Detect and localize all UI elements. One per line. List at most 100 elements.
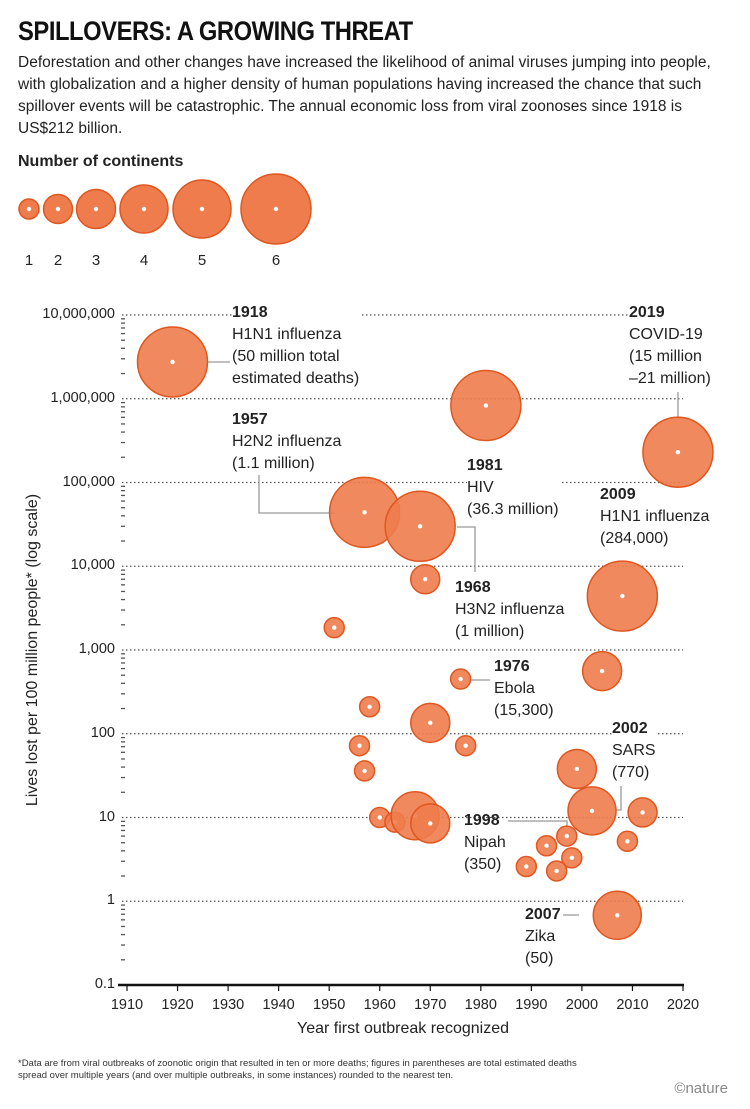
legend-circle-center	[141, 206, 147, 212]
data-point-center	[544, 843, 549, 848]
x-axis-title: Year first outbreak recognized	[297, 1020, 509, 1037]
annotation-line: (770)	[612, 764, 650, 781]
annotation-year: 2002	[612, 720, 648, 737]
annotation-2002: 2002 SARS (770)	[612, 718, 658, 784]
legend-label: 6	[271, 252, 281, 269]
data-point-center	[589, 808, 595, 814]
x-tick-label: 2020	[666, 997, 700, 1013]
chart-title: SPILLOVERS: A GROWING THREAT	[18, 16, 413, 46]
annotation-year: 1918	[232, 304, 268, 321]
annotation-line: H1N1 influenza	[232, 326, 342, 343]
footnote: *Data are from viral outbreaks of zoonot…	[18, 1058, 577, 1081]
y-axis-title: Lives lost per 100 million people* (log …	[24, 493, 41, 807]
data-point-center	[640, 810, 645, 815]
x-tick-label: 1940	[262, 997, 295, 1013]
legend-label: 4	[139, 252, 149, 269]
legend-label: 5	[197, 252, 207, 269]
annotation-line: (1 million)	[455, 623, 525, 640]
data-point-center	[332, 625, 337, 630]
annotation-year: 1968	[455, 579, 491, 596]
y-tick-label: 1,000	[78, 641, 115, 657]
x-tick-label: 1970	[414, 997, 447, 1013]
annotation-line: COVID-19	[629, 326, 703, 343]
annotation-line: (1.1 million)	[232, 455, 315, 472]
annotation-1968: 1968 H3N2 influenza (1 million)	[455, 577, 567, 643]
legend-circle-center	[93, 206, 99, 212]
data-point-center	[428, 821, 433, 826]
data-point-center	[463, 743, 468, 748]
annotation-line: (15,300)	[494, 702, 554, 719]
data-point-center	[423, 577, 428, 582]
x-tick-label: 1930	[211, 997, 245, 1013]
annotation-line: (50 million total	[232, 348, 340, 365]
x-tick-label: 1990	[515, 997, 548, 1013]
y-tick-label: 10	[98, 808, 115, 825]
data-point-center	[458, 676, 463, 682]
data-point-center	[377, 815, 382, 820]
annotation-line: SARS	[612, 742, 656, 759]
y-tick-label: 100,000	[62, 473, 115, 490]
y-tick-label: 0.1	[94, 976, 115, 992]
data-point-center	[615, 913, 620, 918]
annotation-line: (284,000)	[600, 530, 669, 547]
data-point-center	[428, 720, 433, 726]
leader-line	[616, 786, 622, 811]
data-point-center	[574, 766, 580, 772]
data-point-center	[554, 868, 559, 874]
annotation-2019: 2019 COVID-19 (15 million –21 million)	[629, 302, 713, 390]
annotation-line: HIV	[467, 479, 494, 496]
legend-circle-center	[199, 206, 205, 212]
legend-circle-center	[273, 206, 279, 212]
annotation-line: Ebola	[494, 680, 535, 697]
annotation-1918: 1918 H1N1 influenza (50 million total es…	[232, 302, 362, 390]
data-point-center	[564, 833, 569, 839]
annotation-line: (36.3 million)	[467, 501, 559, 518]
data-point-center	[367, 704, 372, 709]
annotation-1976: 1976 Ebola (15,300)	[494, 656, 556, 722]
x-tick-label: 1980	[464, 997, 497, 1013]
data-point-center	[417, 524, 423, 529]
leader-line	[457, 526, 476, 572]
legend-circle-center	[26, 206, 32, 212]
annotation-1981: 1981 HIV (36.3 million)	[467, 455, 561, 521]
x-tick-label: 1950	[313, 997, 346, 1013]
annotation-line: (350)	[464, 856, 502, 873]
annotation-line: H1N1 influenza	[600, 508, 710, 525]
annotation-year: 1976	[494, 658, 530, 675]
legend-title: Number of continents	[18, 153, 184, 170]
annotation-year: 2019	[629, 304, 665, 321]
x-tick-label: 1910	[110, 997, 144, 1013]
annotation-line: H3N2 influenza	[455, 601, 565, 618]
data-point-center	[569, 855, 574, 861]
data-point-center	[599, 668, 605, 674]
data-point-center	[675, 450, 681, 455]
data-point-center	[170, 359, 175, 365]
annotation-2007: 2007 Zika (50)	[525, 904, 563, 970]
nature-credit: ©nature	[674, 1080, 728, 1097]
y-tick-label: 100	[90, 724, 115, 741]
y-tick-label: 10,000,000	[42, 306, 115, 322]
annotation-line: estimated deaths)	[232, 370, 360, 387]
annotation-line: –21 million)	[629, 370, 711, 387]
legend-label: 3	[91, 252, 101, 269]
x-tick-label: 1920	[161, 997, 194, 1013]
data-point-center	[362, 768, 367, 774]
annotation-1957: 1957 H2N2 influenza (1.1 million)	[232, 409, 344, 475]
y-tick-label: 1	[106, 892, 115, 909]
leader-line	[508, 820, 568, 826]
annotation-2009: 2009 H1N1 influenza (284,000)	[600, 484, 711, 550]
annotation-line: (50)	[525, 950, 554, 967]
data-point-center	[357, 743, 362, 748]
data-point-center	[524, 864, 529, 869]
annotation-year: 2007	[525, 906, 561, 923]
legend-circle-center	[55, 206, 61, 212]
leader-line	[258, 470, 335, 514]
legend-label: 1	[24, 252, 34, 269]
annotation-line: Zika	[525, 928, 556, 945]
annotation-line: Nipah	[464, 834, 506, 851]
data-point-center	[625, 839, 630, 844]
x-tick-label: 2010	[616, 997, 649, 1013]
annotation-line: (15 million	[629, 348, 702, 365]
annotation-year: 1998	[464, 812, 500, 829]
